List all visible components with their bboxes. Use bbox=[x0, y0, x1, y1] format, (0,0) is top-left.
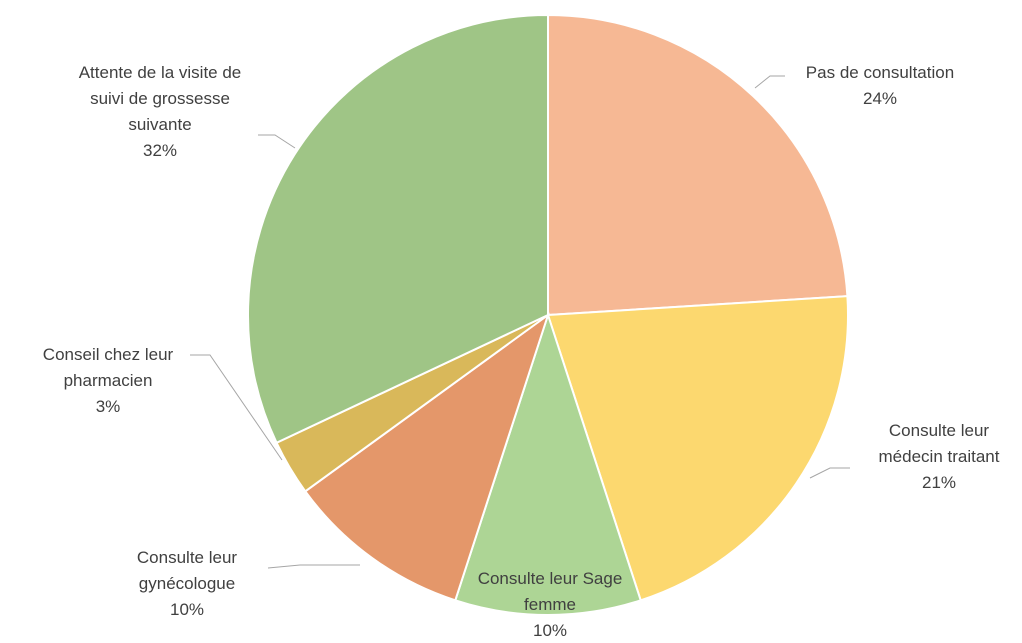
leader-line bbox=[258, 134, 296, 149]
category-label: Attente de la visite de suivi de grosses… bbox=[78, 63, 242, 134]
data-label: Pas de consultation 24% bbox=[770, 60, 990, 112]
pie-slice bbox=[547, 13, 849, 317]
value-label: 10% bbox=[532, 621, 568, 640]
value-label: 3% bbox=[95, 397, 121, 416]
category-label: Pas de consultation bbox=[805, 63, 955, 82]
leader-line bbox=[754, 75, 785, 89]
data-label: Consulte leur Sage femme 10% bbox=[465, 566, 635, 643]
pie-slice bbox=[546, 295, 849, 602]
value-label: 10% bbox=[169, 600, 205, 619]
data-label: Conseil chez leur pharmacien 3% bbox=[8, 342, 208, 420]
category-label: Conseil chez leur pharmacien bbox=[42, 345, 174, 390]
data-label: Consulte leur médecin traitant 21% bbox=[864, 418, 1014, 496]
data-label: Attente de la visite de suivi de grosses… bbox=[60, 60, 260, 164]
leader-line bbox=[190, 354, 283, 461]
data-label: Consulte leur gynécologue 10% bbox=[112, 545, 262, 623]
pie-slice bbox=[303, 312, 550, 602]
category-label: Consulte leur gynécologue bbox=[136, 548, 238, 593]
pie-slice bbox=[454, 311, 642, 616]
leader-line bbox=[809, 467, 850, 479]
category-label: Consulte leur médecin traitant bbox=[878, 421, 1000, 466]
category-label: Consulte leur Sage femme bbox=[477, 569, 623, 614]
value-label: 24% bbox=[862, 89, 898, 108]
leader-line bbox=[267, 564, 360, 569]
pie-slice bbox=[247, 13, 549, 445]
value-label: 32% bbox=[142, 141, 178, 160]
value-label: 21% bbox=[921, 473, 957, 492]
